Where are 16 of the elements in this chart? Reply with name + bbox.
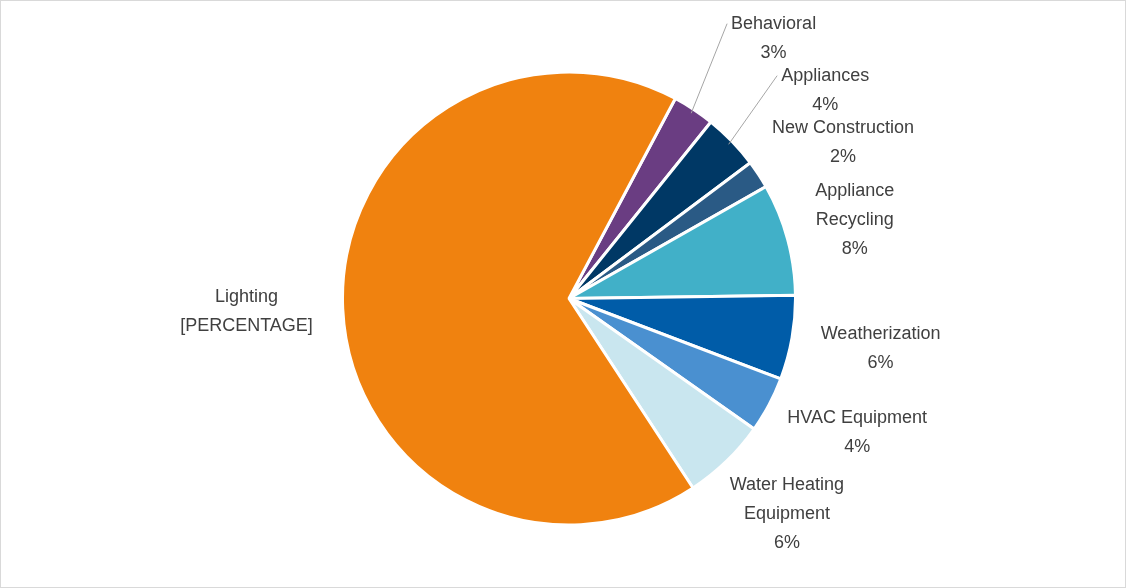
slice-label: Weatherization bbox=[820, 322, 941, 343]
data-label: 4% bbox=[812, 93, 839, 114]
slice-label: New Construction bbox=[772, 116, 915, 137]
slice-label: HVAC Equipment bbox=[787, 407, 928, 427]
slice-label: Appliance Recycling bbox=[815, 179, 895, 229]
data-label: 2% bbox=[830, 145, 857, 166]
data-label: 3% bbox=[760, 41, 787, 62]
slice-label: Water Heating Equipment bbox=[729, 474, 845, 524]
slice-label: Appliances bbox=[781, 64, 870, 85]
data-label: [PERCENTAGE] bbox=[180, 314, 313, 335]
data-label: 6% bbox=[773, 532, 800, 553]
data-label: 4% bbox=[844, 436, 871, 456]
slice-label: Lighting bbox=[214, 285, 279, 306]
slice-label: Behavioral bbox=[731, 12, 817, 33]
data-label: 6% bbox=[867, 351, 894, 372]
data-label: 8% bbox=[841, 237, 868, 258]
